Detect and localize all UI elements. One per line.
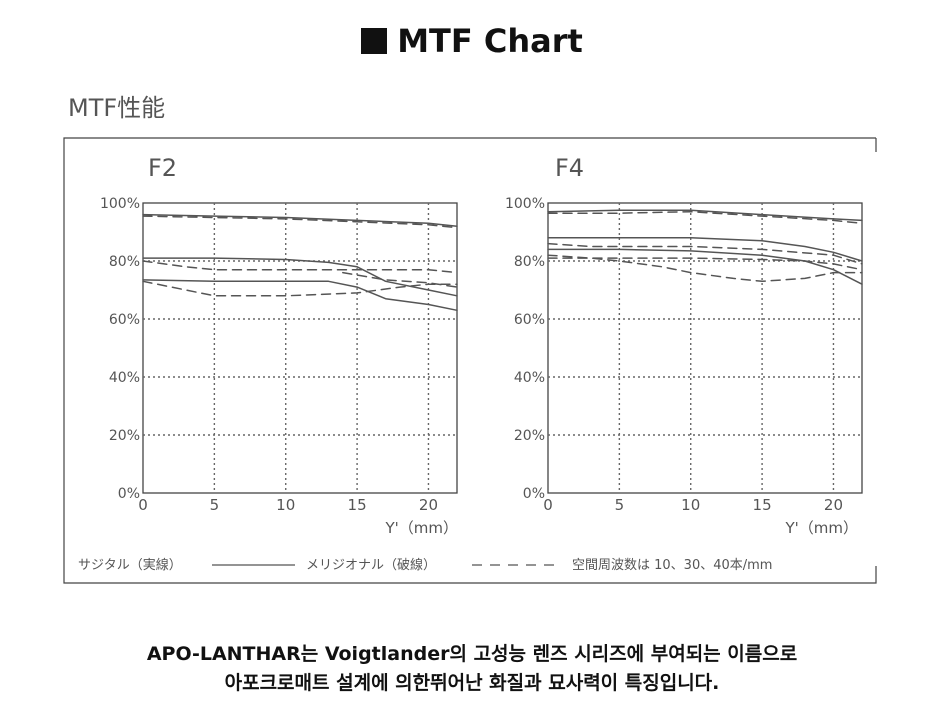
panel-title: F2 [148, 154, 177, 182]
x-tick-label: 0 [543, 496, 553, 514]
mtf-curve-dashed-6 [547, 257, 863, 271]
mtf-curve-dashed-3 [142, 260, 458, 274]
mtf-curve-solid-4 [142, 279, 458, 312]
x-tick-label: 10 [681, 496, 700, 514]
heading-text: MTF Chart [397, 22, 583, 60]
mtf-figure: F2 Y'（mm） 0 5 10 15 200%20%40%60%80%100% F4 … [63, 137, 877, 584]
x-tick-label: 15 [753, 496, 772, 514]
mtf-curve-dashed-3 [547, 242, 863, 265]
y-tick-label: 0% [118, 486, 140, 502]
x-tick-label: 0 [138, 496, 148, 514]
page-heading: MTF Chart [0, 22, 944, 60]
x-axis-label: Y'（mm） [784, 519, 858, 537]
square-bullet-icon [361, 28, 388, 54]
panel-title: F4 [555, 154, 584, 182]
mtf-curve-solid-4 [547, 248, 863, 285]
mtf-curve-dashed-1 [142, 215, 458, 229]
plot-area [142, 202, 458, 494]
mtf-curve-dashed-5 [142, 280, 458, 297]
mtf-panel-f4: F4 Y'（mm） 0 5 10 15 20 0% 20% 40% 60% 80% 100% [505, 154, 863, 537]
caption: APO-LANTHAR는 Voigtlander의 고성능 렌즈 시리즈에 부여… [0, 640, 944, 698]
legend-frequency-note: 空間周波数は 10、30、40本/mm [572, 558, 772, 573]
mtf-curve-solid-2 [142, 257, 458, 297]
x-tick-label: 10 [276, 496, 295, 514]
y-tick-label: 40% [109, 370, 140, 386]
y-tick-label: 20% [109, 428, 140, 444]
y-tick-label: 0% [523, 486, 545, 502]
legend-sagittal-label: サジタル（実線） [78, 557, 182, 573]
x-tick-label: 20 [419, 496, 438, 514]
y-tick-label: 80% [109, 254, 140, 270]
x-tick-label: 5 [615, 496, 625, 514]
legend-meridional-label: メリジオナル（破線） [306, 557, 436, 573]
plot-area [547, 202, 863, 494]
x-tick-label: 15 [348, 496, 367, 514]
caption-line-1: APO-LANTHAR는 Voigtlander의 고성능 렌즈 시리즈에 부여… [146, 643, 798, 665]
mtf-curve-dashed-5 [547, 254, 863, 283]
x-axis-label: Y'（mm） [384, 519, 458, 537]
mtf-curve-solid-0 [547, 209, 863, 222]
mtf-curve-dashed-6 [342, 271, 458, 288]
mtf-curve-solid-2 [547, 237, 863, 262]
figure-frame [63, 137, 877, 584]
figure-title: MTF性能 [68, 94, 166, 122]
mtf-curve-dashed-1 [547, 210, 863, 225]
mtf-panel-f2: F2 Y'（mm） 0 5 10 15 20 0% 20% 40% 60% 80% 100% [100, 154, 458, 537]
y-tick-label: 60% [109, 312, 140, 328]
y-tick-label: 80% [514, 254, 545, 270]
caption-line-2: 아포크로매트 설계에 의한뛰어난 화질과 묘사력이 특징입니다. [224, 672, 720, 694]
y-tick-label: 40% [514, 370, 545, 386]
y-tick-label: 20% [514, 428, 545, 444]
mtf-curve-solid-0 [142, 213, 458, 227]
y-tick-label: 60% [514, 312, 545, 328]
y-tick-label: 100% [505, 196, 545, 212]
legend: サジタル（実線） メリジオナル（破線） 空間周波数は 10、30、40本/mm [78, 557, 772, 573]
x-tick-label: 20 [824, 496, 843, 514]
y-tick-label: 100% [100, 196, 140, 212]
x-tick-label: 5 [210, 496, 220, 514]
